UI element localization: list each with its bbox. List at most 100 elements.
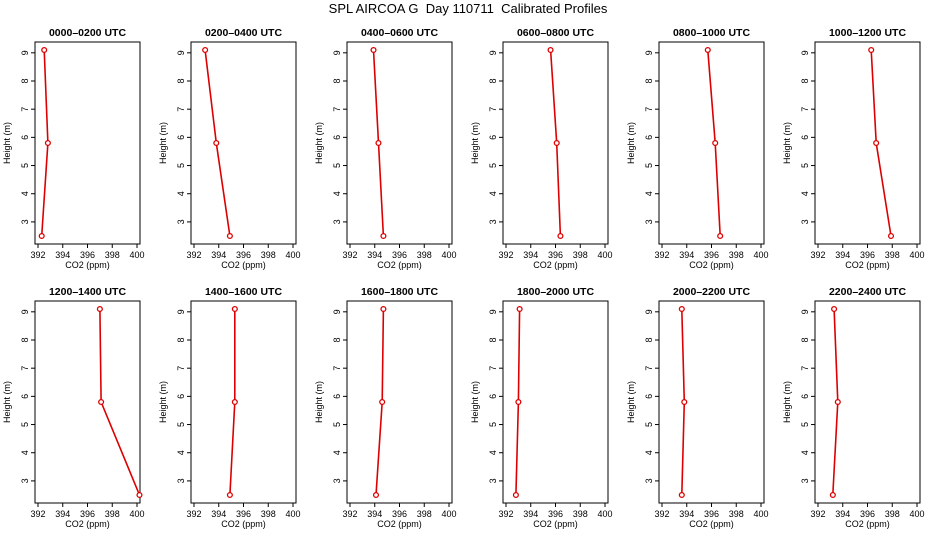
data-point	[887, 232, 895, 240]
y-tick-label: 4	[800, 191, 810, 196]
y-tick-label: 6	[644, 135, 654, 140]
panel-title: 0800–1000 UTC	[673, 27, 750, 39]
y-tick-label: 7	[20, 366, 30, 371]
x-axis-label: CO2 (ppm)	[845, 519, 890, 529]
y-tick-label: 4	[644, 450, 654, 455]
data-point	[231, 305, 238, 313]
x-axis-label: CO2 (ppm)	[377, 260, 422, 270]
x-tick-label: 394	[367, 250, 382, 260]
x-tick-label: 394	[835, 250, 850, 260]
panel-4: 0800–1000 UTC 392 394 396 398 400 CO2 (ppm) 3 4 5…	[626, 27, 769, 270]
data-point	[553, 139, 560, 147]
y-tick-label: 7	[644, 366, 654, 371]
y-tick-label: 9	[176, 50, 186, 55]
y-tick-label: 9	[332, 50, 342, 55]
data-point	[515, 398, 522, 406]
y-tick-label: 6	[800, 394, 810, 399]
x-tick-label: 400	[597, 250, 612, 260]
x-tick-label: 396	[548, 509, 563, 519]
data-point	[873, 139, 880, 147]
data-point	[678, 491, 685, 499]
x-tick-label: 398	[885, 250, 900, 260]
y-tick-label: 3	[20, 219, 30, 224]
data-point	[96, 305, 103, 313]
x-tick-label: 400	[285, 509, 300, 519]
y-axis-label: Height (m)	[158, 381, 168, 423]
data-point	[380, 305, 387, 313]
y-tick-label: 6	[332, 135, 342, 140]
plot-frame	[34, 300, 141, 504]
y-tick-label: 8	[644, 78, 654, 83]
y-tick-label: 7	[488, 366, 498, 371]
data-point	[678, 305, 685, 313]
y-tick-label: 5	[488, 422, 498, 427]
x-tick-label: 394	[55, 250, 70, 260]
y-tick-label: 3	[332, 219, 342, 224]
x-axis-label: CO2 (ppm)	[689, 260, 734, 270]
y-tick-label: 5	[800, 422, 810, 427]
y-tick-label: 4	[20, 191, 30, 196]
panel-title: 0600–0800 UTC	[517, 27, 594, 39]
panel-9: 1800–2000 UTC 392 394 396 398 400 CO2 (ppm) 3 4 5…	[470, 286, 613, 529]
y-tick-label: 3	[644, 219, 654, 224]
x-tick-label: 396	[80, 250, 95, 260]
y-tick-label: 4	[20, 450, 30, 455]
x-tick-label: 396	[80, 509, 95, 519]
y-axis-label: Height (m)	[314, 122, 324, 164]
x-tick-label: 394	[211, 250, 226, 260]
data-point	[38, 232, 45, 240]
y-tick-label: 8	[176, 337, 186, 342]
y-tick-label: 9	[644, 50, 654, 55]
y-tick-label: 9	[20, 309, 30, 314]
y-tick-label: 4	[332, 450, 342, 455]
data-point	[829, 491, 836, 499]
data-point	[681, 398, 688, 406]
panel-5: 1000–1200 UTC 392 394 396 398 400 CO2 (ppm) 3 4 5…	[782, 27, 925, 270]
y-tick-label: 5	[488, 163, 498, 168]
x-axis-label: CO2 (ppm)	[689, 519, 734, 529]
y-tick-label: 5	[20, 422, 30, 427]
x-tick-label: 398	[417, 509, 432, 519]
y-tick-label: 7	[332, 366, 342, 371]
y-tick-label: 8	[800, 78, 810, 83]
y-tick-label: 8	[488, 337, 498, 342]
y-tick-label: 4	[488, 450, 498, 455]
panel-0: 0000–0200 UTC 392 394 396 398 400 CO2 (ppm) 3 4 5…	[2, 27, 145, 270]
x-tick-label: 400	[441, 509, 456, 519]
x-tick-label: 398	[105, 250, 120, 260]
panel-title: 1000–1200 UTC	[829, 27, 906, 39]
x-tick-label: 400	[129, 509, 144, 519]
x-tick-label: 394	[55, 509, 70, 519]
x-tick-label: 398	[885, 509, 900, 519]
data-point	[226, 491, 233, 499]
profile-line	[99, 308, 141, 496]
x-tick-label: 394	[211, 509, 226, 519]
y-tick-label: 7	[644, 107, 654, 112]
x-tick-label: 398	[573, 250, 588, 260]
panel-title: 2200–2400 UTC	[829, 286, 906, 298]
plot-frame	[814, 300, 921, 504]
y-tick-label: 6	[488, 394, 498, 399]
y-tick-label: 9	[488, 309, 498, 314]
x-axis-label: CO2 (ppm)	[533, 260, 578, 270]
panel-title: 0400–0600 UTC	[361, 27, 438, 39]
y-axis-label: Height (m)	[626, 381, 636, 423]
plot-frame	[658, 300, 765, 504]
panel-title: 1200–1400 UTC	[49, 286, 126, 298]
plot-frame	[346, 41, 453, 245]
x-tick-label: 396	[548, 250, 563, 260]
y-tick-label: 7	[176, 366, 186, 371]
y-tick-label: 3	[20, 478, 30, 483]
y-tick-label: 7	[20, 107, 30, 112]
y-tick-label: 8	[488, 78, 498, 83]
panel-title: 1400–1600 UTC	[205, 286, 282, 298]
panel-1: 0200–0400 UTC 392 394 396 398 400 CO2 (ppm) 3 4 5…	[158, 27, 301, 270]
plot-frame	[814, 41, 921, 245]
panel-8: 1600–1800 UTC 392 394 396 398 400 CO2 (ppm) 3 4 5…	[314, 286, 457, 529]
x-tick-label: 392	[342, 509, 357, 519]
y-tick-label: 6	[176, 135, 186, 140]
x-tick-label: 392	[186, 509, 201, 519]
y-tick-label: 8	[800, 337, 810, 342]
data-point	[547, 46, 554, 54]
y-tick-label: 7	[800, 107, 810, 112]
